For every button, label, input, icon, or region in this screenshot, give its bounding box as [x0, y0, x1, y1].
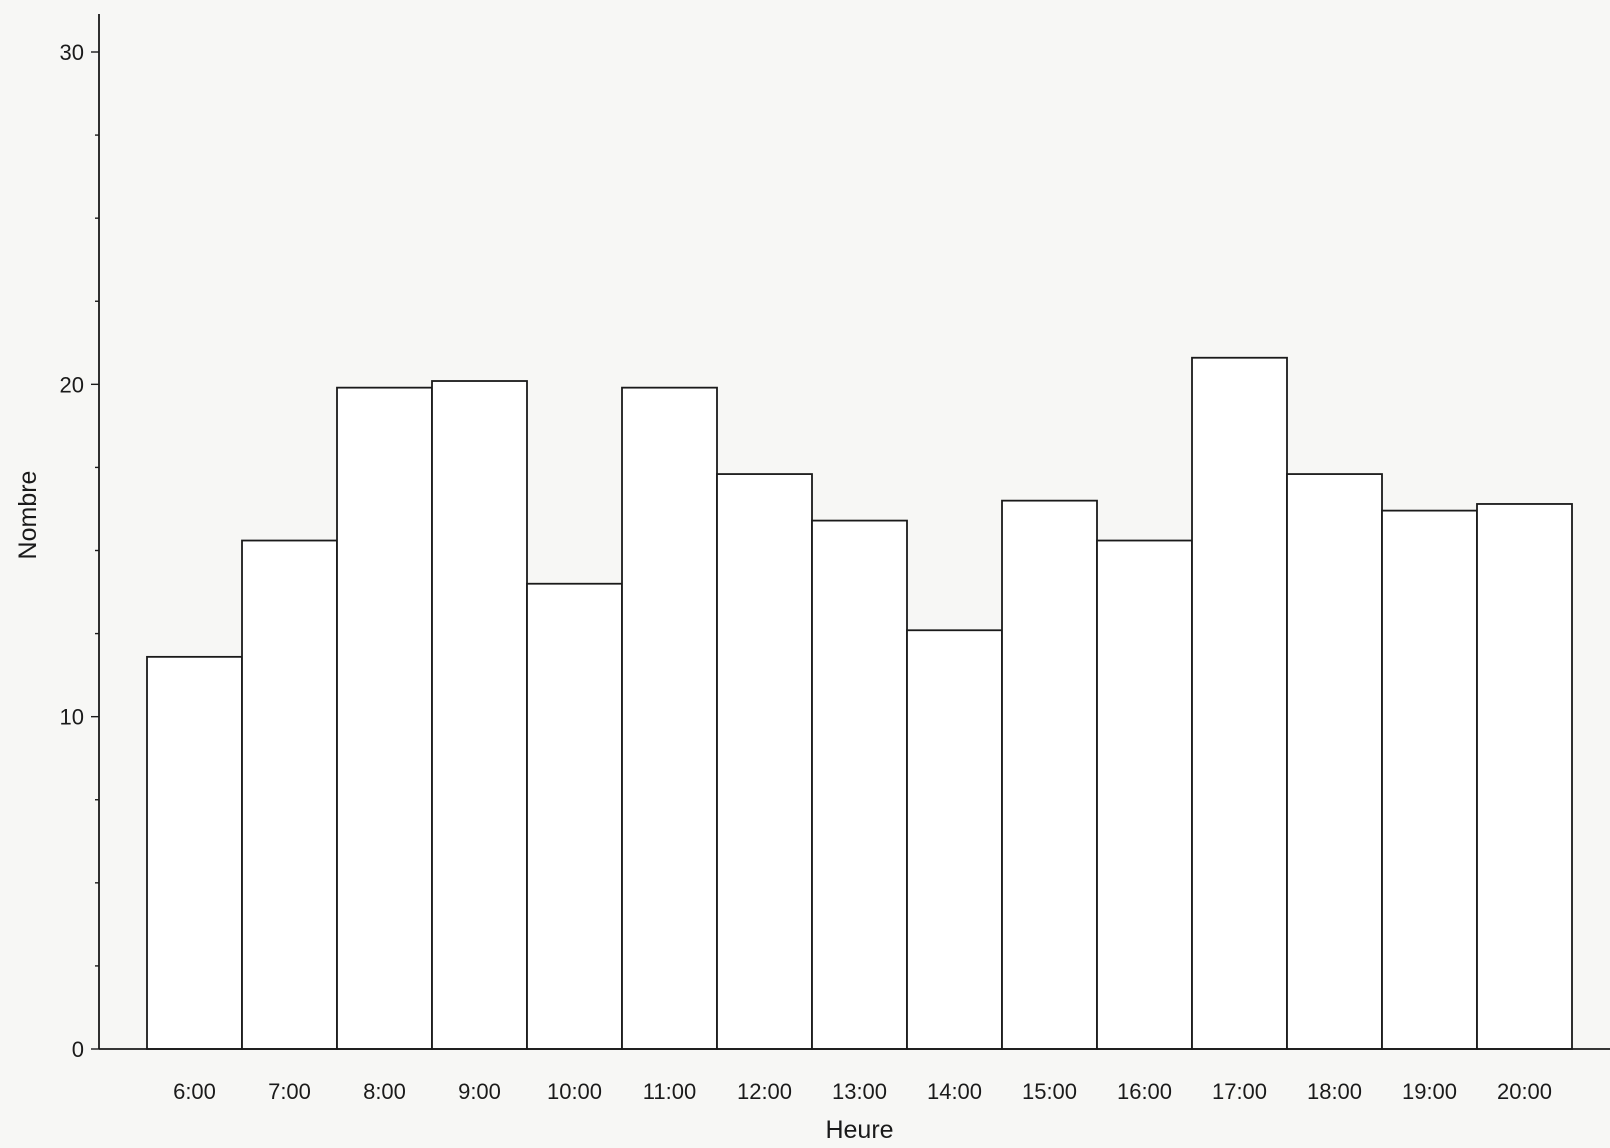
y-tick-label: 0 — [72, 1037, 84, 1062]
x-tick-label: 11:00 — [643, 1079, 696, 1104]
x-tick-label: 20:00 — [1497, 1079, 1552, 1104]
y-tick-label: 10 — [60, 705, 84, 730]
bar — [906, 629, 1003, 1050]
x-tick-label: 16:00 — [1117, 1079, 1172, 1104]
x-tick-label: 9:00 — [458, 1079, 501, 1104]
x-axis-title: Heure — [825, 1116, 893, 1143]
y-tick-label: 20 — [60, 372, 84, 397]
bar — [1191, 356, 1288, 1050]
x-tick-label: 6:00 — [173, 1079, 216, 1104]
x-tick-label: 14:00 — [927, 1079, 982, 1104]
bar — [716, 473, 813, 1050]
bar — [241, 539, 338, 1050]
x-tick-label: 17:00 — [1212, 1079, 1267, 1104]
bar — [1476, 503, 1573, 1050]
bar — [1096, 539, 1193, 1050]
bar — [431, 380, 528, 1050]
y-axis-title: Nombre — [14, 471, 42, 560]
x-tick-label: 13:00 — [832, 1079, 887, 1104]
x-axis: 6:00 7:00 8:00 9:00 10:00 11:00 12:00 13:00 14:0… — [99, 1048, 1610, 1104]
bar — [811, 519, 908, 1050]
bar — [1001, 499, 1098, 1050]
x-tick-label: 7:00 — [268, 1079, 311, 1104]
x-tick-label: 15:00 — [1022, 1079, 1077, 1104]
x-tick-label: 10:00 — [547, 1079, 602, 1104]
x-tick-label: 12:00 — [737, 1079, 792, 1104]
y-tick-label: 30 — [60, 40, 84, 65]
x-tick-label: 18:00 — [1307, 1079, 1362, 1104]
x-tick-label: 8:00 — [363, 1079, 406, 1104]
y-axis: 0 10 20 30 — [60, 14, 100, 1062]
bar — [526, 582, 623, 1050]
bars-group — [146, 356, 1573, 1050]
bar — [1381, 509, 1478, 1050]
bar — [336, 386, 433, 1050]
bar — [621, 386, 718, 1050]
bar — [1286, 473, 1383, 1050]
x-tick-label: 19:00 — [1402, 1079, 1457, 1104]
bar — [146, 655, 243, 1050]
